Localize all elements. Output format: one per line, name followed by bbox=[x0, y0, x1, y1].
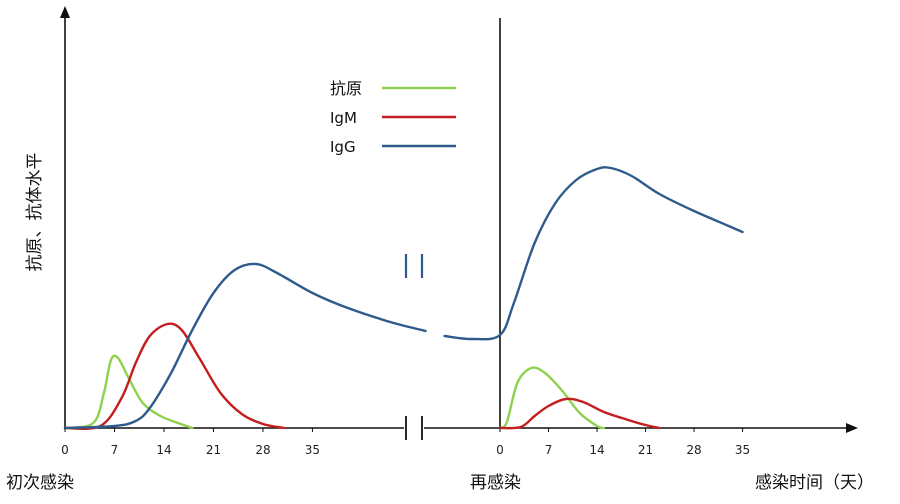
x-tick-label-primary: 35 bbox=[305, 443, 320, 457]
x-tick-label-secondary: 14 bbox=[589, 443, 604, 457]
series-line-igg-primary bbox=[63, 262, 427, 430]
series-line-antigen-primary bbox=[63, 354, 194, 430]
axes bbox=[60, 6, 858, 440]
x-tick-label-secondary: 28 bbox=[686, 443, 701, 457]
x-tick-label-primary: 7 bbox=[111, 443, 119, 457]
phase-label-reinfection: 再感染 bbox=[470, 473, 521, 493]
legend: 抗原 IgM IgG bbox=[330, 79, 456, 156]
x-tick-label-secondary: 21 bbox=[638, 443, 653, 457]
x-tick-label-secondary: 7 bbox=[545, 443, 553, 457]
x-tick-label-primary: 28 bbox=[255, 443, 270, 457]
tick-labels: 0 7 14 21 28 35 0 7 14 21 28 35 bbox=[61, 428, 750, 457]
y-axis-label: 抗原、抗体水平 bbox=[25, 153, 45, 272]
y-axis-arrow bbox=[60, 6, 70, 18]
x-tick-label-primary: 14 bbox=[156, 443, 171, 457]
x-tick-label-secondary: 0 bbox=[496, 443, 504, 457]
x-axis-arrow bbox=[846, 423, 858, 433]
x-tick-label-secondary: 35 bbox=[735, 443, 750, 457]
series-line-igm-primary bbox=[63, 322, 286, 430]
series-layer bbox=[63, 166, 744, 430]
x-tick-label-primary: 21 bbox=[206, 443, 221, 457]
series-line-igg-secondary bbox=[443, 166, 744, 341]
legend-label: IgG bbox=[330, 138, 356, 156]
legend-label: IgM bbox=[330, 109, 357, 127]
series-line-igm-secondary bbox=[498, 397, 661, 430]
phase-label-primary: 初次感染 bbox=[6, 473, 74, 493]
x-tick-label-primary: 0 bbox=[61, 443, 69, 457]
legend-label: 抗原 bbox=[330, 79, 362, 98]
x-axis-label: 感染时间（天） bbox=[755, 473, 874, 493]
series-line-antigen-secondary bbox=[498, 366, 606, 430]
